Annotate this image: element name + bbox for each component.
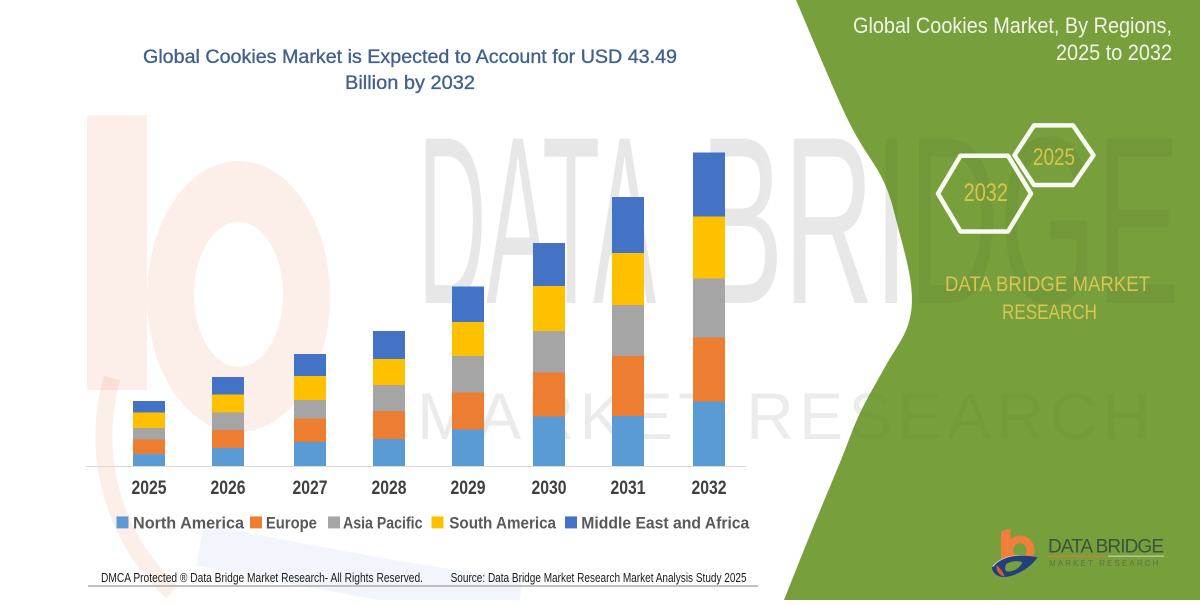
svg-text:2026: 2026 [211,478,246,499]
svg-text:2025 to 2032: 2025 to 2032 [1056,40,1172,65]
svg-text:2025: 2025 [1033,144,1075,171]
svg-text:Middle East and Africa: Middle East and Africa [581,514,750,532]
svg-text:RESEARCH: RESEARCH [1002,300,1097,324]
svg-text:2032: 2032 [964,179,1008,207]
svg-text:MARKET RESEARCH: MARKET RESEARCH [1049,559,1160,568]
svg-text:2032: 2032 [692,478,727,499]
svg-text:2029: 2029 [451,478,486,499]
svg-text:Global Cookies Market, By Regi: Global Cookies Market, By Regions, [853,13,1172,38]
svg-text:Asia Pacific: Asia Pacific [343,514,423,532]
svg-text:Europe: Europe [266,514,317,532]
svg-text:2027: 2027 [293,478,328,499]
svg-text:DATA BRIDGE: DATA BRIDGE [1048,537,1164,558]
svg-text:Source: Data Bridge Market Res: Source: Data Bridge Market Research Mark… [451,571,747,585]
svg-text:South America: South America [449,514,556,532]
svg-text:North America: North America [133,514,245,532]
svg-text:Billion by 2032: Billion by 2032 [345,72,475,94]
svg-text:Global Cookies Market is Expec: Global Cookies Market is Expected to Acc… [143,46,677,68]
svg-text:MARKET RESEARCH: MARKET RESEARCH [417,379,1150,453]
svg-text:2025: 2025 [132,478,167,499]
svg-text:2030: 2030 [532,478,567,499]
svg-text:2031: 2031 [611,478,646,499]
svg-text:2028: 2028 [372,478,407,499]
svg-text:DMCA Protected ® Data Bridge M: DMCA Protected ® Data Bridge Market Rese… [101,571,423,585]
svg-text:DATA BRIDGE MARKET: DATA BRIDGE MARKET [945,272,1150,296]
